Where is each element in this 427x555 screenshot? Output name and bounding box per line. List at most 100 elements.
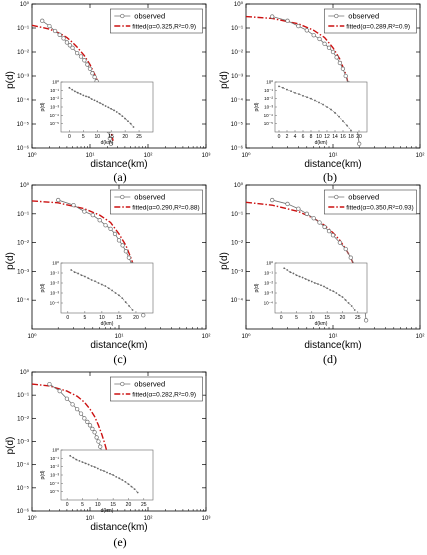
inset-point xyxy=(302,94,304,97)
inset-point xyxy=(104,105,107,107)
inset-point xyxy=(97,282,100,284)
inset-point xyxy=(131,309,134,311)
panel-label: (d) xyxy=(323,352,337,366)
inset-point xyxy=(313,282,316,284)
inset-x-tick-label: 0 xyxy=(66,315,69,321)
inset-x-tick-label: 5 xyxy=(82,134,85,140)
inset-point xyxy=(87,463,90,466)
inset-point xyxy=(286,88,288,91)
inset-point xyxy=(107,106,110,109)
y-tick-label: 10⁻⁴ xyxy=(17,462,30,469)
legend-box xyxy=(323,8,417,34)
inset-x-tick-label: 20 xyxy=(340,315,346,321)
inset-point xyxy=(93,466,96,468)
observed-point xyxy=(96,439,101,444)
inset-plot: 0 5 10 15 20 10⁰ 10⁻¹ 10⁻² 10⁻³ 10⁻⁴ d(km) p(d) xyxy=(40,261,154,327)
inset-y-tick-label: 10⁰ xyxy=(52,261,59,266)
inset-y-tick-label: 10⁻² xyxy=(50,464,59,469)
fitted-series-line xyxy=(245,201,367,312)
observed-point xyxy=(330,233,336,238)
inset-x-tick-label: 0 xyxy=(66,502,69,508)
inset-point xyxy=(96,467,99,470)
observed-point xyxy=(270,14,275,19)
legend-observed-label: observed xyxy=(348,12,379,21)
observed-point xyxy=(363,318,369,323)
observed-point xyxy=(326,45,332,50)
y-tick-label: 10⁻⁴ xyxy=(17,297,30,304)
inset-y-tick-label: 10⁻² xyxy=(264,281,273,286)
inset-point xyxy=(111,289,114,292)
x-tick-label: 10² xyxy=(416,153,425,159)
inset-x-tick-label: 25 xyxy=(141,502,147,508)
x-tick-label: 10² xyxy=(202,334,211,340)
observed-point xyxy=(107,136,113,141)
y-axis-label: p(d) xyxy=(219,71,230,89)
inset-y-axis-label: p(d) xyxy=(40,470,46,479)
y-tick-label: 10⁻¹ xyxy=(17,212,29,218)
inset-point xyxy=(332,290,335,293)
inset-point xyxy=(341,296,344,298)
inset-x-tick-label: 10 xyxy=(309,315,315,321)
y-axis-label: p(d) xyxy=(219,252,230,270)
inset-point xyxy=(81,461,84,464)
inset-y-tick-label: 10⁻² xyxy=(50,281,59,286)
legend-observed-label: observed xyxy=(134,12,165,21)
inset-point xyxy=(118,112,121,115)
x-axis-label: distance(km) xyxy=(304,340,361,351)
inset-point xyxy=(307,279,310,282)
inset-point xyxy=(87,277,90,280)
inset-y-tick-label: 10⁰ xyxy=(266,80,273,85)
legend-box xyxy=(110,8,203,34)
inset-x-tick-label: 8 xyxy=(310,134,313,140)
inset-x-tick-label: 10 xyxy=(316,134,322,140)
inset-point xyxy=(121,297,124,300)
inset-plot: 0 5 10 15 20 25 10⁰ 10⁻¹ 10⁻² 10⁻³ 10⁻⁴ 10⁻⁵ d(km) p(… xyxy=(40,448,154,514)
inset-point xyxy=(330,108,332,111)
inset-point xyxy=(298,93,300,96)
x-tick-label: 10¹ xyxy=(86,516,95,522)
inset-plot: 0 2 4 6 8 10 12 14 16 18 20 10⁰ 10⁻¹ 10⁻² 10⁻³ 10⁻⁴ 10⁻⁵… xyxy=(254,80,368,146)
inset-point xyxy=(310,97,312,100)
inset-y-tick-label: 10⁻² xyxy=(50,96,59,101)
observed-point xyxy=(57,388,62,394)
legend-box xyxy=(323,189,417,215)
observed-point xyxy=(85,62,90,67)
inset-point xyxy=(115,111,118,113)
inset-plot: 0 5 10 15 20 25 10⁰ 10⁻¹ 10⁻² 10⁻³ 10⁻⁴ d(km) p(d) xyxy=(254,261,368,327)
inset-point xyxy=(326,106,328,108)
inset-x-axis-label: d(km) xyxy=(101,321,114,327)
observed-point xyxy=(103,223,108,228)
observed-point xyxy=(304,28,309,33)
observed-point xyxy=(296,23,301,29)
inset-y-tick-label: 10⁰ xyxy=(266,261,273,266)
observed-point xyxy=(67,43,73,48)
inset-x-tick-label: 10 xyxy=(94,134,100,140)
observed-point xyxy=(82,58,87,63)
inset-x-tick-label: 0 xyxy=(280,315,283,321)
fitted-series-line xyxy=(31,383,111,465)
observed-point xyxy=(61,36,66,41)
inset-point xyxy=(78,459,81,462)
inset-point xyxy=(118,294,120,297)
inset-point xyxy=(338,115,340,118)
inset-point xyxy=(84,462,87,465)
inset-point xyxy=(317,283,319,285)
inset-point xyxy=(82,94,85,97)
observed-point xyxy=(90,426,95,432)
inset-point xyxy=(94,280,96,283)
inset-point xyxy=(69,454,72,457)
observed-point xyxy=(47,23,52,29)
y-tick-label: 10⁻³ xyxy=(231,269,243,275)
inset-point xyxy=(334,111,336,114)
inset-x-axis-label: d(km) xyxy=(315,140,328,146)
inset-point xyxy=(87,96,90,99)
inset-point xyxy=(310,280,313,283)
legend-observed-label: observed xyxy=(134,380,165,389)
chart-panel-1: 10⁰ 10¹ 10² 10³ 10⁰ 10⁻¹ 10⁻² 10⁻³ 10⁻⁴ 10⁻⁵ 10⁻⁶ d… xyxy=(5,1,210,184)
y-tick-label: 10⁻³ xyxy=(17,440,29,446)
inset-point xyxy=(114,292,117,294)
inset-y-tick-label: 10⁰ xyxy=(52,448,59,453)
inset-x-axis-label: d(km) xyxy=(101,140,114,146)
observed-point xyxy=(116,238,122,243)
